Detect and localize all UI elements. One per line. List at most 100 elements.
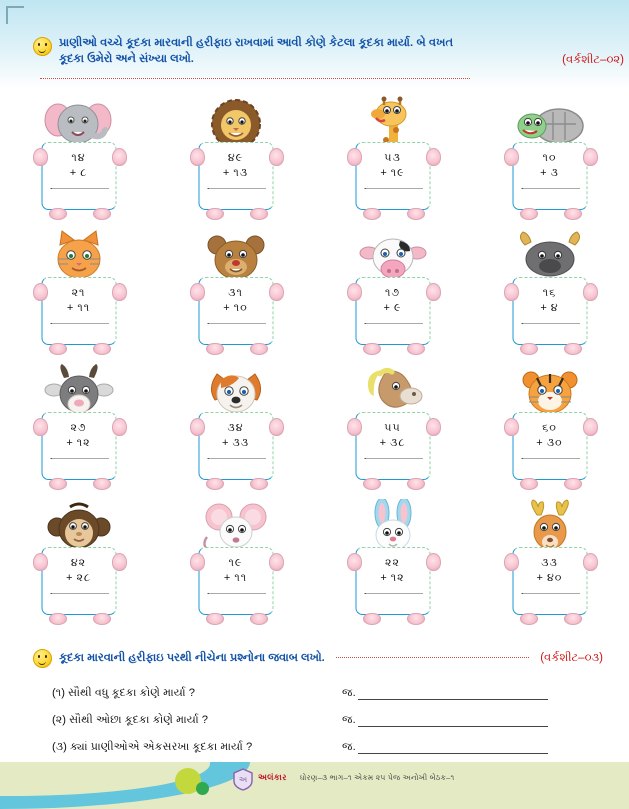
animal-foot-left-icon: [48, 343, 67, 355]
addend-bottom-row: +૨૮: [42, 570, 115, 586]
addend-bottom-row: +૧૩: [199, 165, 272, 181]
problem-cell: ૪૯ +૧૩: [157, 92, 314, 227]
animal-hand-left-icon: [503, 418, 519, 436]
answer-blank-line[interactable]: [521, 188, 579, 189]
problem-card: ૧૦ +૩: [512, 142, 587, 210]
addend-bottom-row: +૪૦: [513, 570, 586, 586]
instruction-line-2: કૂદકા ઉમેરો અને સંખ્યા લખો.: [59, 52, 194, 65]
answer-blank-line[interactable]: [207, 188, 265, 189]
problem-card: ૫૩ +૧૯: [355, 142, 430, 210]
questions-list: (૧) સૌથી વધુ કૂદકા કોણે માર્યા ? જ. (૨) સૌ…: [52, 673, 597, 754]
answer-blank-line[interactable]: [364, 458, 422, 459]
problem-cell: ૩૪ +૩૩: [157, 362, 314, 497]
addend-bottom: ૩૮: [390, 437, 406, 449]
footer-brand: અલંકાર: [258, 772, 287, 782]
animal-foot-left-icon: [48, 208, 67, 220]
answer-blank-line[interactable]: [207, 323, 265, 324]
operator-symbol: +: [540, 302, 548, 314]
sum-expression: ૧૭ +૯: [356, 286, 429, 316]
question-row: (૨) સૌથી ઓછા કૂદકા કોણે માર્યા ? જ.: [52, 700, 597, 727]
operator-symbol: +: [223, 302, 231, 314]
answer-blank[interactable]: [357, 714, 548, 727]
addend-top: ૩૩: [541, 557, 558, 569]
addend-bottom: ૨૮: [76, 572, 91, 584]
answer-blank[interactable]: [357, 741, 548, 754]
question-text: (૨) સૌથી ઓછા કૂદકા કોણે માર્યા ?: [52, 714, 209, 726]
questions-dotted-rule: [335, 656, 530, 658]
answer-blank-line[interactable]: [50, 458, 108, 459]
animal-hand-right-icon: [268, 283, 284, 301]
operator-symbol: +: [66, 437, 74, 449]
answer-blank-line[interactable]: [521, 593, 579, 594]
animal-hand-right-icon: [111, 148, 127, 166]
animal-foot-right-icon: [92, 478, 111, 490]
answer-blank-line[interactable]: [207, 593, 265, 594]
animal-hand-left-icon: [346, 418, 362, 436]
answer-blank-line[interactable]: [50, 188, 108, 189]
problem-cell: ૩૧ +૧૦: [157, 227, 314, 362]
operator-symbol: +: [66, 572, 74, 584]
smiley-face-icon: [33, 649, 52, 668]
questions-heading: કૂદકા મારવાની હરીફાઇ પરથી નીચેના પ્રશ્નો…: [59, 651, 325, 664]
operator-symbol: +: [223, 572, 232, 584]
header-dotted-rule: [40, 78, 470, 79]
answer-blank-line[interactable]: [364, 323, 422, 324]
addend-bottom: ૧૨: [76, 437, 91, 449]
problem-card: ૨૭ +૧૨: [41, 412, 116, 480]
answer-blank-line[interactable]: [521, 323, 579, 324]
answer-blank[interactable]: [357, 687, 548, 700]
problem-cell: ૨૭ +૧૨: [0, 362, 157, 497]
questions-heading-row: કૂદકા મારવાની હરીફાઇ પરથી નીચેના પ્રશ્નો…: [33, 648, 603, 668]
addend-bottom: ૧૦: [233, 302, 248, 314]
addend-bottom: ૧૩: [233, 167, 249, 179]
animal-foot-right-icon: [92, 613, 111, 625]
answer-blank-line[interactable]: [207, 458, 265, 459]
addend-top: ૩૪: [227, 422, 244, 434]
addend-bottom-row: +૮: [42, 165, 115, 181]
operator-symbol: +: [380, 167, 388, 179]
question-row: (૧) સૌથી વધુ કૂદકા કોણે માર્યા ? જ.: [52, 673, 597, 700]
animal-foot-left-icon: [205, 478, 224, 490]
addend-bottom-row: +૩: [513, 165, 586, 181]
sum-expression: ૪૯ +૧૩: [199, 151, 272, 181]
problem-card: ૫૫ +૩૮: [355, 412, 430, 480]
answer-blank-line[interactable]: [50, 323, 108, 324]
addend-bottom-row: +૪: [513, 300, 586, 316]
animal-foot-right-icon: [406, 343, 425, 355]
addend-bottom-row: +૯: [356, 300, 429, 316]
problem-card: ૧૭ +૯: [355, 277, 430, 345]
smiley-face-icon: [33, 37, 52, 56]
instruction-line-1: પ્રાણીઓ વચ્ચે કૂદકા મારવાની હરીફાઇ રાખવા…: [59, 37, 454, 49]
animal-hand-left-icon: [32, 283, 48, 301]
addend-bottom-row: +૧૧: [199, 570, 272, 586]
operator-symbol: +: [69, 167, 78, 179]
addend-bottom: ૩૩: [232, 437, 250, 449]
addend-top: ૧૦: [542, 152, 557, 164]
animal-hand-right-icon: [111, 283, 127, 301]
addend-bottom-row: +૧૧: [42, 300, 115, 316]
operator-symbol: +: [383, 302, 391, 314]
operator-symbol: +: [540, 167, 548, 179]
animal-foot-left-icon: [519, 208, 538, 220]
animal-foot-right-icon: [563, 478, 582, 490]
addend-top: ૧૪: [71, 152, 86, 164]
animal-hand-left-icon: [189, 418, 205, 436]
operator-symbol: +: [66, 302, 75, 314]
animal-foot-left-icon: [362, 208, 381, 220]
answer-blank-line[interactable]: [364, 188, 422, 189]
animal-foot-left-icon: [519, 613, 538, 625]
animal-hand-right-icon: [268, 418, 284, 436]
animal-hand-right-icon: [582, 148, 598, 166]
answer-blank-line[interactable]: [521, 458, 579, 459]
animal-hand-right-icon: [582, 418, 598, 436]
operator-symbol: +: [380, 572, 388, 584]
operator-symbol: +: [536, 437, 544, 449]
answer-blank-line[interactable]: [50, 593, 108, 594]
animal-hand-left-icon: [32, 148, 48, 166]
animal-hand-right-icon: [111, 553, 127, 571]
animal-foot-left-icon: [519, 478, 538, 490]
animal-foot-right-icon: [406, 208, 425, 220]
operator-symbol: +: [221, 437, 230, 449]
answer-blank-line[interactable]: [364, 593, 422, 594]
answer-prefix: જ.: [342, 714, 356, 726]
